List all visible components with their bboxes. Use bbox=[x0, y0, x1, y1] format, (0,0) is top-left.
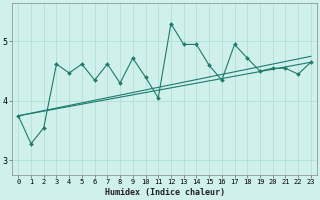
X-axis label: Humidex (Indice chaleur): Humidex (Indice chaleur) bbox=[105, 188, 225, 197]
